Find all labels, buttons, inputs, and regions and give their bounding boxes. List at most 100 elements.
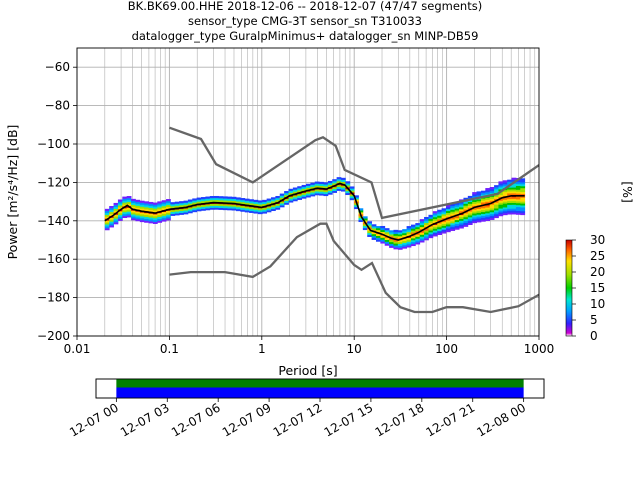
heatmap-cell (441, 219, 447, 223)
heatmap-cell (192, 208, 198, 211)
heatmap-cell (349, 197, 355, 201)
heatmap-cell (498, 187, 504, 190)
heatmap-cell (459, 222, 464, 225)
heatmap-cell (494, 198, 499, 201)
heatmap-cell (152, 215, 158, 219)
heatmap-cell (498, 202, 504, 205)
heatmap-cell (406, 227, 412, 231)
heatmap-cell (152, 202, 158, 205)
heatmap-cell (262, 211, 268, 214)
heatmap-cell (131, 214, 136, 217)
heatmap-cell (222, 207, 228, 211)
heatmap-cell (402, 242, 407, 245)
heatmap-cell (135, 207, 141, 210)
heatmap-cell (397, 241, 403, 245)
heatmap-cell (419, 224, 425, 228)
heatmap-cell (454, 206, 460, 209)
heatmap-cell (441, 223, 447, 226)
heatmap-cell (489, 211, 495, 215)
heatmap-cell (327, 188, 333, 191)
heatmap-cell (179, 210, 184, 213)
heatmap-cell (397, 247, 403, 250)
heatmap-cell (494, 188, 499, 192)
heatmap-cell (441, 221, 447, 224)
heatmap-cell (148, 213, 154, 216)
heatmap-cell (131, 202, 136, 205)
heatmap-cell (445, 205, 451, 208)
heatmap-cell (340, 189, 346, 192)
heatmap-cell (472, 199, 477, 203)
heatmap-cell (498, 208, 504, 211)
heatmap-cell (515, 212, 521, 215)
heatmap-cell (397, 230, 403, 233)
heatmap-cell (450, 222, 456, 226)
heatmap-cell (253, 199, 259, 203)
heatmap-cell (214, 205, 219, 208)
heatmap-cell (507, 200, 512, 204)
heatmap-cell (502, 212, 508, 216)
heatmap-cell (266, 200, 272, 203)
colorbar-tick-label: 10 (590, 297, 605, 311)
timeline-tick-label: 12-07 12 (271, 400, 325, 439)
heatmap-cell (131, 210, 136, 213)
heatmap-cell (375, 233, 381, 236)
heatmap-cell (463, 213, 469, 216)
heatmap-cell (485, 197, 491, 200)
heatmap-cell (441, 215, 447, 219)
heatmap-cell (358, 208, 364, 211)
heatmap-cell (511, 198, 517, 202)
heatmap-cell (511, 210, 517, 213)
heatmap-cell (214, 197, 219, 201)
heatmap-cell (345, 183, 351, 186)
heatmap-cell (126, 201, 132, 205)
heatmap-cell (113, 206, 119, 209)
heatmap-cell (371, 231, 377, 235)
heatmap-cell (157, 209, 163, 212)
heatmap-cell (336, 184, 342, 188)
heatmap-cell (459, 226, 464, 229)
heatmap-cell (480, 211, 486, 215)
heatmap-cell (205, 198, 211, 201)
heatmap-cell (424, 232, 429, 235)
heatmap-cell (459, 207, 464, 210)
heatmap-cell (257, 204, 263, 207)
heatmap-cell (192, 209, 198, 213)
heatmap-cell (406, 229, 412, 233)
heatmap-cell (437, 209, 442, 212)
heatmap-cell (384, 241, 390, 244)
heatmap-cell (301, 194, 307, 197)
heatmap-cell (511, 183, 517, 186)
heatmap-cell (319, 183, 324, 186)
heatmap-cell (489, 208, 495, 211)
heatmap-cell (231, 204, 237, 207)
heatmap-cell (109, 219, 114, 222)
heatmap-cell (432, 234, 438, 237)
heatmap-cell (126, 211, 132, 214)
heatmap-cell (109, 206, 114, 209)
heatmap-cell (380, 241, 386, 244)
heatmap-cell (515, 204, 521, 208)
heatmap-cell (502, 203, 508, 206)
heatmap-cell (494, 206, 499, 209)
heatmap-cell (319, 181, 324, 185)
heatmap-cell (515, 185, 521, 188)
heatmap-cell (507, 212, 512, 215)
heatmap-cell (367, 230, 373, 234)
heatmap-cell (174, 209, 180, 212)
heatmap-cell (192, 202, 198, 205)
heatmap-cell (402, 231, 407, 234)
heatmap-cell (323, 184, 329, 187)
heatmap-cell (201, 204, 206, 207)
y-tick-label: −180 (37, 291, 70, 305)
colorbar-tick-label: 0 (590, 329, 598, 343)
colorbar-tick-label: 30 (590, 233, 605, 247)
heatmap-cell (275, 203, 281, 206)
heatmap-cell (117, 201, 123, 204)
y-tick-label: −200 (37, 329, 70, 343)
heatmap-cell (511, 208, 517, 211)
heatmap-cell (498, 181, 504, 184)
heatmap-cell (463, 222, 469, 225)
heatmap-cell (502, 189, 508, 193)
heatmap-cell (502, 184, 508, 187)
heatmap-cell (389, 241, 394, 245)
